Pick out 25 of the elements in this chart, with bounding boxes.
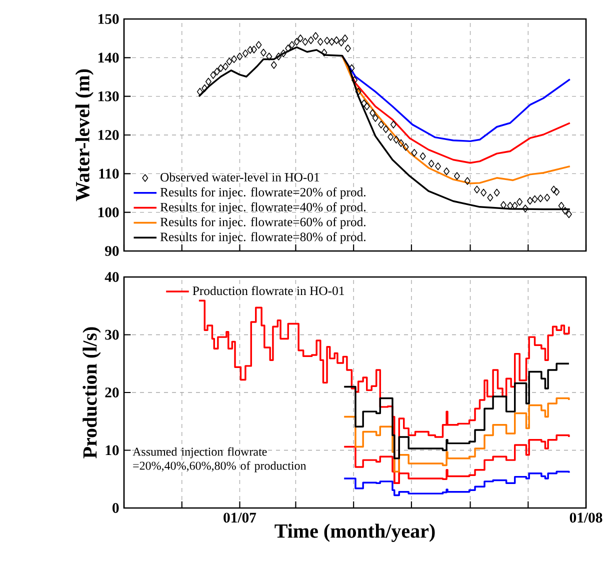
- y-tick-label: 100: [98, 207, 119, 218]
- y-tick-label: 110: [99, 168, 119, 179]
- y-tick-label: 10: [106, 445, 119, 456]
- x-tick-label: 01/07: [224, 512, 256, 523]
- legend-label: Results for injec. flowrate=60% of prod.: [160, 217, 366, 229]
- legend-label: Results for injec. flowrate=80% of prod.: [160, 232, 366, 244]
- x-axis-title: Time (month/year): [274, 524, 435, 542]
- legend-label: Results for injec. flowrate=20% of prod.: [160, 187, 366, 200]
- y-tick-label: 40: [104, 272, 119, 282]
- y-axis-title: Water-level (m): [75, 69, 94, 202]
- y-tick-label: 130: [98, 91, 119, 102]
- y-tick-label: 90: [105, 246, 119, 256]
- legend-label: Observed water-level in HO-01: [160, 172, 320, 182]
- legend-label: Results for injec. flowrate=40% of prod.: [160, 202, 366, 214]
- legend-label: Production flowrate in HO-01: [192, 286, 344, 296]
- y-axis-title: Production (l/s): [82, 327, 101, 458]
- y-tick-label: 140: [98, 52, 119, 63]
- annotation: Assumed injection flowrate =20%,40%,60%,80% of production: [132, 447, 306, 472]
- x-tick-label: 01/08: [570, 512, 602, 523]
- line-series: [341, 54, 571, 184]
- y-tick-label: 20: [105, 388, 119, 398]
- y-tick-label: 120: [98, 130, 119, 140]
- y-tick-label: 150: [98, 14, 119, 24]
- y-tick-label: 0: [112, 503, 119, 513]
- y-tick-label: 30: [105, 330, 119, 340]
